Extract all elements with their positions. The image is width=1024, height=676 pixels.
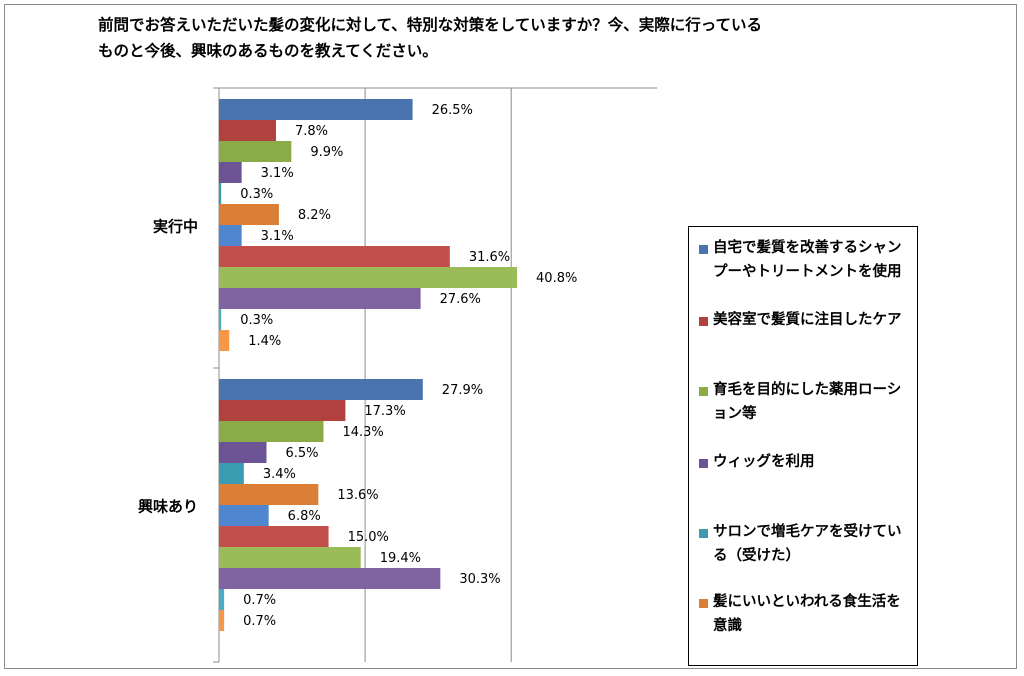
data-label-2-4: 6.5% [285, 446, 318, 461]
bar-1-11 [219, 309, 222, 330]
legend-label: 髪にいいといわれる食生活を意識 [713, 594, 901, 634]
bar-2-1 [219, 379, 423, 400]
bar-2-12 [219, 610, 225, 631]
legend-swatch [699, 599, 708, 608]
chart-title: 前問でお答えいただいた髪の変化に対して、特別な対策をしていますか？今、実際に行っ… [98, 12, 918, 64]
data-label-1-7: 3.1% [261, 229, 294, 244]
legend-label: 美容室で髪質に注目したケア [713, 312, 902, 328]
data-label-1-2: 7.8% [295, 124, 328, 139]
bar-1-2 [219, 120, 276, 141]
data-label-2-1: 27.9% [442, 383, 483, 398]
bar-1-9 [219, 267, 518, 288]
data-label-1-3: 9.9% [310, 145, 343, 160]
legend-item-1: 自宅で髪質を改善するシャンプーやトリートメントを使用 [699, 237, 913, 284]
data-label-2-2: 17.3% [364, 404, 405, 419]
bar-2-3 [219, 421, 324, 442]
bar-1-4 [219, 162, 242, 183]
title-line-2: ものと今後、興味のあるものを教えてください。 [98, 42, 438, 60]
data-label-2-11: 0.7% [243, 593, 276, 608]
data-label-2-10: 30.3% [459, 572, 500, 587]
data-label-1-4: 3.1% [261, 166, 294, 181]
bar-2-5 [219, 463, 244, 484]
bar-2-10 [219, 568, 441, 589]
data-label-2-3: 14.3% [342, 425, 383, 440]
legend-swatch [699, 529, 708, 538]
data-label-1-6: 8.2% [298, 208, 331, 223]
legend-swatch [699, 317, 708, 326]
legend-item-3: 育毛を目的にした薬用ローション等 [699, 379, 913, 426]
bar-1-7 [219, 225, 242, 246]
bar-1-5 [219, 183, 222, 204]
legend-swatch [699, 245, 708, 254]
legend-swatch [699, 387, 708, 396]
bar-1-6 [219, 204, 279, 225]
title-line-1: 前問でお答えいただいた髪の変化に対して、特別な対策をしていますか？今、実際に行っ… [98, 16, 763, 34]
bar-2-6 [219, 484, 319, 505]
data-label-2-6: 13.6% [337, 488, 378, 503]
legend-item-5: サロンで増毛ケアを受けている（受けた） [699, 521, 913, 568]
data-label-2-7: 6.8% [288, 509, 321, 524]
data-label-2-8: 15.0% [348, 530, 389, 545]
legend-label: 自宅で髪質を改善するシャンプーやトリートメントを使用 [713, 240, 902, 280]
legend-item-4: ウィッグを利用 [699, 451, 913, 475]
data-label-2-9: 19.4% [380, 551, 421, 566]
chart-frame [4, 4, 1017, 669]
legend-swatch [699, 459, 708, 468]
bar-1-1 [219, 99, 413, 120]
data-label-1-10: 27.6% [440, 292, 481, 307]
data-label-1-9: 40.8% [536, 271, 577, 286]
category-label-1: 実行中 [153, 218, 198, 236]
bar-2-7 [219, 505, 269, 526]
bar-1-10 [219, 288, 421, 309]
bar-2-8 [219, 526, 329, 547]
legend-label: 育毛を目的にした薬用ローション等 [713, 382, 902, 422]
data-label-2-12: 0.7% [243, 614, 276, 629]
legend-item-2: 美容室で髪質に注目したケア [699, 309, 913, 333]
bar-1-3 [219, 141, 292, 162]
bar-2-2 [219, 400, 346, 421]
bar-2-4 [219, 442, 267, 463]
category-label-2: 興味あり [138, 498, 198, 516]
data-label-1-11: 0.3% [240, 313, 273, 328]
legend-label: サロンで増毛ケアを受けている（受けた） [713, 524, 902, 564]
legend-label: ウィッグを利用 [713, 454, 815, 470]
chart-legend: 自宅で髪質を改善するシャンプーやトリートメントを使用美容室で髪質に注目したケア育… [688, 226, 918, 666]
bar-2-11 [219, 589, 225, 610]
data-label-1-12: 1.4% [248, 334, 281, 349]
data-label-1-5: 0.3% [240, 187, 273, 202]
bar-1-8 [219, 246, 450, 267]
legend-item-6: 髪にいいといわれる食生活を意識 [699, 591, 913, 638]
bar-1-12 [219, 330, 230, 351]
bar-2-9 [219, 547, 361, 568]
data-label-1-8: 31.6% [469, 250, 510, 265]
data-label-2-5: 3.4% [263, 467, 296, 482]
data-label-1-1: 26.5% [432, 103, 473, 118]
